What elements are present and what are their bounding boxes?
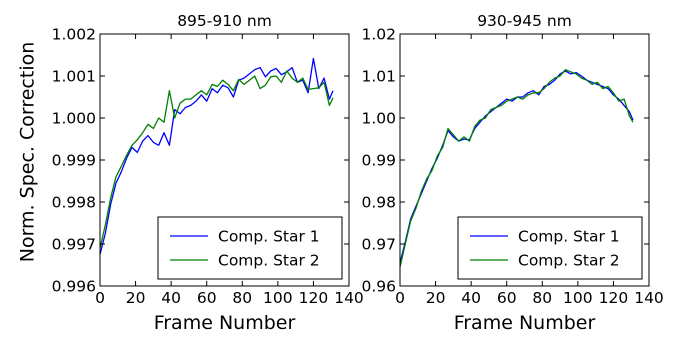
x-tick-label: 140 — [634, 289, 664, 307]
legend-box — [457, 216, 643, 280]
chart-panel-1 — [99, 33, 350, 287]
x-tick-label: 60 — [197, 289, 217, 307]
y-tick-label: 1.00 — [361, 110, 396, 128]
y-tick-label: 0.996 — [52, 278, 96, 296]
x-axis-title: Frame Number — [454, 312, 596, 333]
x-tick-label: 60 — [497, 289, 517, 307]
y-tick-label: 0.999 — [52, 152, 96, 170]
x-tick-label: 40 — [161, 289, 181, 307]
x-tick-label: 120 — [599, 289, 629, 307]
y-tick-label: 0.99 — [361, 152, 396, 170]
x-tick-label: 40 — [461, 289, 481, 307]
x-tick-label: 80 — [532, 289, 552, 307]
chart-title: 895-910 nm — [177, 12, 272, 30]
x-axis-title: Frame Number — [154, 312, 296, 333]
x-tick-label: 140 — [334, 289, 364, 307]
x-tick-label: 80 — [232, 289, 252, 307]
legend-label: Comp. Star 2 — [518, 252, 620, 270]
x-tick-label: 120 — [299, 289, 329, 307]
y-tick-label: 0.96 — [361, 278, 396, 296]
y-tick-label: 1.000 — [52, 110, 96, 128]
series-line-1 — [99, 57, 334, 255]
y-axis-title: Norm. Spec. Correction — [17, 42, 39, 263]
x-tick-label: 100 — [263, 289, 293, 307]
x-tick-label: 20 — [426, 289, 446, 307]
chart-panel-2 — [399, 33, 650, 287]
legend-label: Comp. Star 2 — [218, 252, 320, 270]
x-tick-label: 0 — [95, 289, 105, 307]
y-tick-label: 0.98 — [361, 194, 396, 212]
y-tick-label: 1.01 — [361, 68, 396, 86]
series-line-2 — [399, 69, 634, 268]
x-tick-label: 0 — [395, 289, 405, 307]
y-tick-label: 0.97 — [361, 236, 396, 254]
y-tick-label: 1.002 — [52, 26, 96, 44]
y-tick-label: 1.02 — [361, 26, 396, 44]
y-tick-label: 0.997 — [52, 236, 96, 254]
y-tick-label: 1.001 — [52, 68, 96, 86]
x-tick-label: 100 — [563, 289, 593, 307]
x-tick-label: 20 — [126, 289, 146, 307]
chart-title: 930-945 nm — [477, 12, 572, 30]
legend-label: Comp. Star 1 — [218, 228, 320, 246]
legend-label: Comp. Star 1 — [518, 228, 620, 246]
legend-box — [157, 216, 343, 280]
series-line-2 — [99, 70, 334, 249]
y-tick-label: 0.998 — [52, 194, 96, 212]
